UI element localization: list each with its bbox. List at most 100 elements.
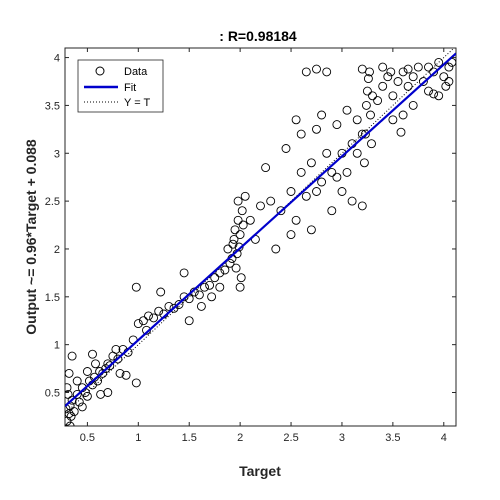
data-point [306,225,316,235]
data-point [210,273,220,283]
data-point [233,196,243,206]
data-point [98,368,108,378]
y-tick-label: 3.5 [45,100,60,112]
x-tick-label: 1 [135,432,141,444]
data-point [154,306,164,316]
data-point [373,96,383,106]
data-point [220,265,230,275]
data-point [429,67,439,77]
data-point [439,72,449,82]
y-axis-label: Output ~= 0.96*Target + 0.088 [23,139,39,335]
x-tick-label: 2.5 [283,432,298,444]
data-point [271,244,281,254]
x-tick-label: 2 [237,432,243,444]
data-point [317,110,327,120]
data-point [281,144,291,153]
data-point [66,411,76,421]
data-point [144,311,153,321]
data-point [403,64,413,74]
data-point [91,359,100,369]
data-point [131,378,141,388]
data-point [228,239,238,249]
data-point [317,177,327,187]
data-point [138,316,148,326]
data-point [200,282,209,292]
data-point [418,77,428,86]
data-point [322,148,332,158]
data-point [233,215,243,225]
data-point [229,234,239,244]
data-point [184,316,194,326]
data-point [196,301,206,311]
data-point [312,187,321,196]
data-point [261,163,271,173]
chart-title: : R=0.98184 [219,28,297,44]
data-point [245,215,255,225]
data-point [230,225,240,235]
data-point [408,72,418,82]
data-point [306,158,316,168]
data-point [441,81,451,91]
data-point [223,244,233,254]
identity-line [65,48,455,414]
data-point [332,172,342,182]
data-point [444,62,454,72]
data-point [327,167,337,177]
data-point [276,206,286,216]
data-point [337,187,347,196]
data-point [205,280,215,290]
data-point [342,167,352,177]
data-point [74,397,84,407]
legend-label-identity: Y = T [124,97,150,109]
data-point [424,62,433,72]
data-point [352,115,362,125]
x-tick-label: 3.5 [385,432,400,444]
data-point [434,57,444,67]
axis-ticks: 0.5 1 1.5 2 2.5 3 3.5 4 0.5 1 1.5 2 2.5 3 3.5 4 [45,48,456,444]
legend-label-data: Data [124,66,148,78]
data-point [301,67,311,77]
data-point [88,349,97,359]
data-point [65,421,75,426]
data-point [357,201,367,211]
data-point [352,148,362,158]
plot-marks [65,48,456,426]
data-point [69,407,79,417]
data-point [179,292,189,302]
y-tick-label: 4 [54,53,60,65]
data-point [388,91,398,101]
data-point [133,319,143,329]
data-point [332,120,342,130]
data-point [121,370,131,380]
data-point [207,292,217,302]
y-tick-label: 1 [54,340,60,352]
data-point [225,258,235,268]
data-point [367,139,376,149]
data-point [237,206,247,216]
data-point [359,158,369,168]
x-tick-label: 0.5 [80,432,95,444]
data-point [77,402,87,412]
data-point [235,282,245,292]
data-point [215,268,225,278]
x-tick-label: 1.5 [182,432,197,444]
data-point [65,383,72,393]
y-tick-label: 2.5 [45,196,60,208]
data-point [149,313,159,323]
data-point [286,187,296,196]
data-point [164,301,174,311]
data-point [408,100,418,110]
data-point [82,367,92,376]
data-point [322,67,332,77]
data-point [398,67,408,77]
data-point [366,110,375,120]
x-tick-label: 4 [441,432,447,444]
data-point [312,124,321,134]
x-tick-label: 3 [339,432,345,444]
data-point [362,86,372,96]
data-point [398,110,408,120]
data-point [429,89,439,99]
data-point [256,201,265,211]
data-point [115,368,125,378]
data-point [174,300,184,309]
